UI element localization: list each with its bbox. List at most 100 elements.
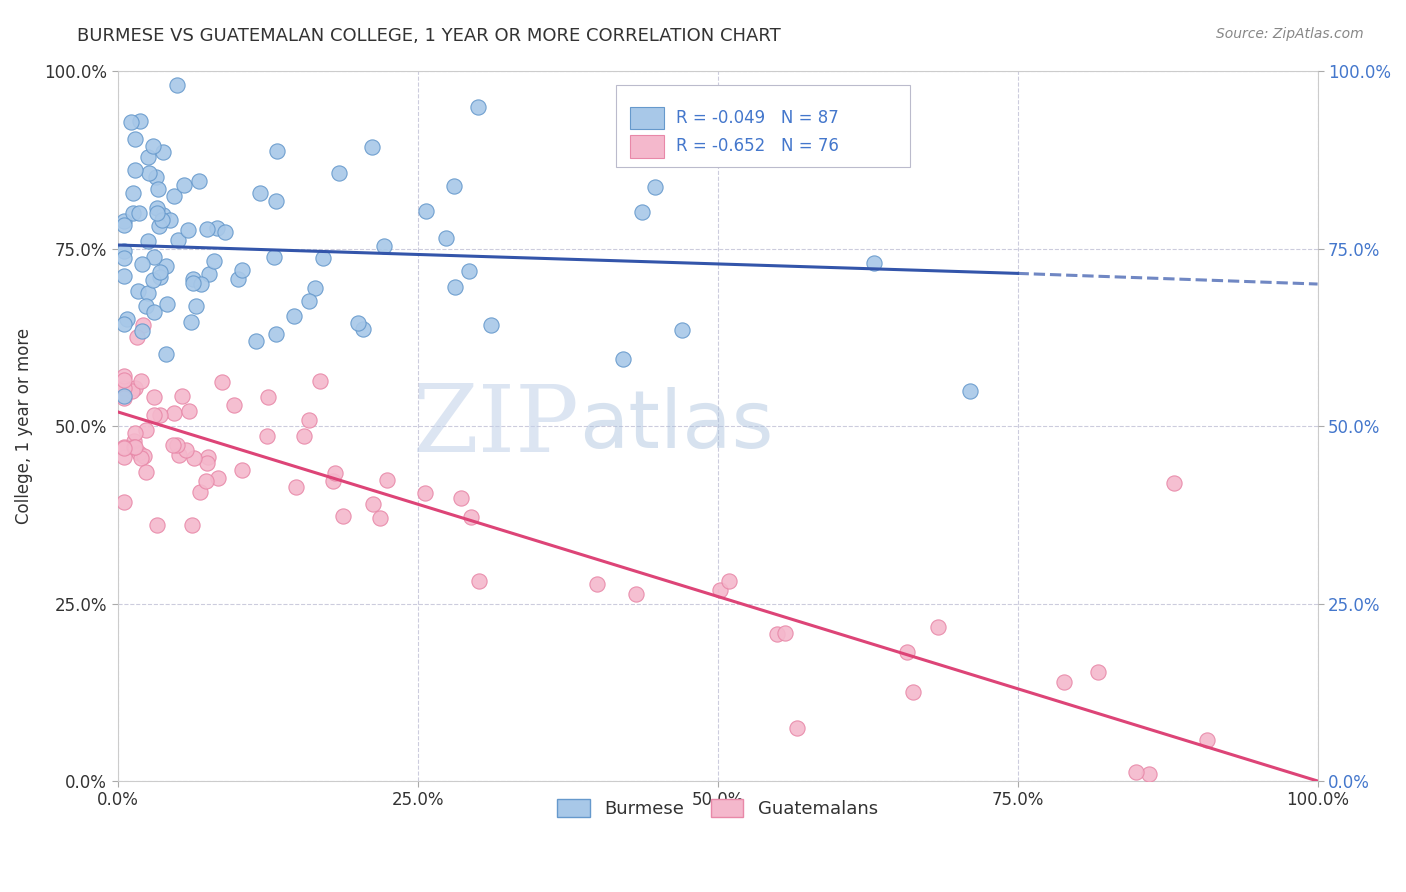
Point (162, 438, 184, 452)
Point (136, 150, 159, 164)
Point (149, 265, 172, 279)
Point (197, 450, 219, 465)
Bar (630, 135, 664, 158)
Text: R = -0.652   N = 76: R = -0.652 N = 76 (675, 137, 838, 155)
Point (264, 326, 287, 341)
Point (231, 263, 253, 277)
Text: Source: ZipAtlas.com: Source: ZipAtlas.com (1216, 27, 1364, 41)
Point (142, 390, 165, 404)
Point (231, 463, 253, 477)
Point (786, 721, 808, 735)
Point (323, 466, 346, 480)
Point (150, 212, 173, 227)
Point (112, 381, 135, 395)
Point (256, 429, 278, 443)
Point (264, 194, 287, 208)
Point (585, 576, 607, 591)
Point (1125, 765, 1147, 780)
Point (134, 449, 156, 463)
Point (263, 250, 285, 264)
Point (155, 297, 177, 311)
Point (458, 264, 481, 278)
Point (163, 406, 186, 420)
Point (128, 206, 150, 220)
Point (170, 389, 193, 403)
Y-axis label: College, 1 year or more: College, 1 year or more (15, 328, 32, 524)
Point (125, 330, 148, 344)
Point (112, 495, 135, 509)
Point (124, 425, 146, 440)
Point (159, 212, 181, 227)
Point (138, 166, 160, 180)
Point (1195, 733, 1218, 747)
Point (124, 440, 146, 454)
Point (368, 511, 391, 525)
Text: R = -0.049   N = 87: R = -0.049 N = 87 (675, 109, 838, 127)
Point (167, 233, 190, 247)
Text: BURMESE VS GUATEMALAN COLLEGE, 1 YEAR OR MORE CORRELATION CHART: BURMESE VS GUATEMALAN COLLEGE, 1 YEAR OR… (77, 27, 782, 45)
Point (207, 221, 229, 235)
Point (162, 188, 184, 202)
Point (135, 423, 157, 437)
Point (155, 259, 177, 273)
Text: atlas: atlas (579, 387, 773, 465)
Bar (616, 86, 910, 167)
Point (373, 239, 395, 253)
Point (115, 311, 138, 326)
Point (112, 441, 135, 455)
Point (444, 280, 467, 294)
Legend: Burmese, Guatemalans: Burmese, Guatemalans (550, 791, 886, 825)
Point (121, 206, 143, 220)
Point (122, 186, 145, 200)
Point (120, 114, 142, 128)
Point (304, 281, 326, 295)
Point (112, 391, 135, 405)
Point (166, 78, 188, 93)
Point (927, 619, 949, 633)
Point (131, 324, 153, 338)
Point (112, 244, 135, 258)
Point (152, 145, 174, 160)
Point (415, 204, 437, 219)
Point (375, 473, 398, 487)
Point (775, 626, 797, 640)
Point (298, 294, 321, 309)
Point (709, 583, 731, 598)
Point (266, 145, 288, 159)
Point (363, 497, 385, 511)
Point (136, 286, 159, 301)
Point (309, 374, 332, 388)
Point (112, 440, 135, 454)
Point (142, 305, 165, 319)
Point (155, 347, 177, 361)
Point (436, 231, 458, 245)
Point (181, 517, 204, 532)
Point (214, 225, 236, 239)
Point (173, 178, 195, 192)
Point (896, 645, 918, 659)
Point (626, 587, 648, 601)
Point (132, 318, 155, 332)
Point (112, 373, 135, 387)
Point (127, 284, 149, 298)
Point (468, 574, 491, 588)
Point (149, 269, 172, 284)
Point (122, 434, 145, 449)
Point (322, 474, 344, 488)
Point (612, 352, 634, 367)
Point (328, 166, 350, 180)
Point (195, 474, 218, 488)
Point (249, 186, 271, 200)
Point (352, 322, 374, 336)
Point (121, 384, 143, 398)
Point (112, 317, 135, 331)
Point (186, 299, 208, 313)
Point (152, 208, 174, 222)
Point (211, 375, 233, 389)
Point (226, 271, 249, 285)
Point (124, 381, 146, 395)
Point (292, 429, 315, 443)
Point (136, 235, 159, 249)
Point (135, 466, 157, 480)
Point (1163, 475, 1185, 490)
